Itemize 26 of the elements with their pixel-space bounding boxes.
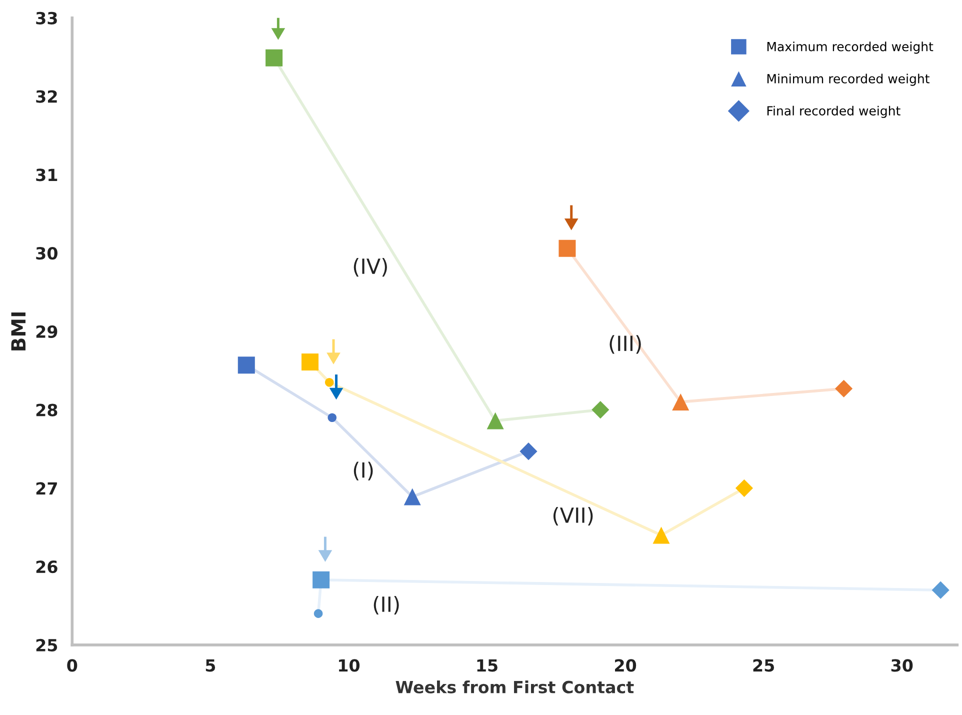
y-axis-title: BMI xyxy=(11,312,26,350)
x-tick-label: 25 xyxy=(753,659,774,672)
x-tick-label: 30 xyxy=(891,659,913,672)
annotation: (II) xyxy=(374,596,399,615)
annotation: (VII) xyxy=(553,506,593,526)
x-tick-label: 10 xyxy=(339,659,360,672)
annotation: (III) xyxy=(610,335,641,354)
x-tick-label: 0 xyxy=(67,659,78,672)
y-tick-label: 27 xyxy=(36,482,57,494)
annotation: (IV) xyxy=(354,258,387,277)
y-tick-label: 28 xyxy=(36,404,58,416)
y-tick-label: 30 xyxy=(36,246,58,260)
annotation: (I) xyxy=(354,462,373,480)
x-tick-label: 5 xyxy=(206,659,216,672)
x-axis-title: Weeks from First Contact xyxy=(396,680,634,694)
y-tick-label: 29 xyxy=(36,325,58,338)
x-tick-label: 20 xyxy=(615,659,636,672)
y-tick-label: 25 xyxy=(36,638,58,652)
y-tick-label: 26 xyxy=(36,560,58,574)
y-tick-label: 32 xyxy=(36,90,57,103)
y-tick-label: 33 xyxy=(36,12,57,24)
y-tick-label: 31 xyxy=(36,168,58,182)
legend-label: Maximum recorded weight xyxy=(767,42,934,54)
legend-label: Minimum recorded weight xyxy=(767,74,930,86)
legend-label: Final recorded weight xyxy=(767,106,900,118)
x-tick-label: 15 xyxy=(477,659,498,672)
